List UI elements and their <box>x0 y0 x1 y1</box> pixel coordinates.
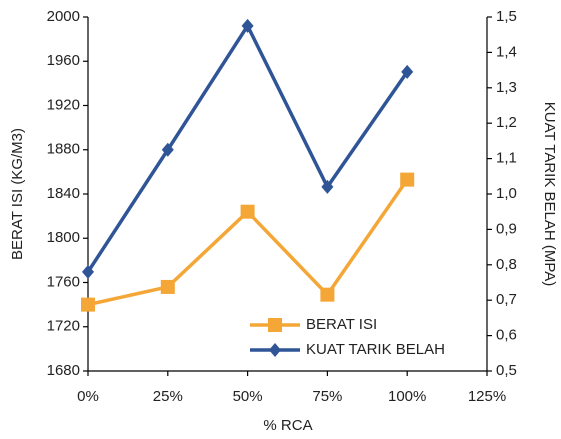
y-tick-label: 1680 <box>47 362 80 379</box>
y-tick-label: 1800 <box>47 229 80 246</box>
y-tick-label: 1720 <box>47 318 80 335</box>
data-point <box>400 172 415 187</box>
x-axis-title: % RCA <box>263 417 312 434</box>
data-point <box>160 279 175 294</box>
y2-tick-label: 1,2 <box>496 114 517 131</box>
x-tick-label: 25% <box>153 388 183 405</box>
x-tick-label: 100% <box>388 388 426 405</box>
y2-tick-label: 0,9 <box>496 220 517 237</box>
y-tick-label: 1760 <box>47 273 80 290</box>
x-tick-label: 125% <box>468 388 506 405</box>
y-tick-label: 1920 <box>47 96 80 113</box>
y2-tick-label: 0,8 <box>496 256 517 273</box>
legend-marker <box>268 318 282 332</box>
data-point <box>321 179 334 194</box>
y2-tick-label: 0,5 <box>496 362 517 379</box>
y2-tick-label: 1,1 <box>496 150 517 167</box>
y2-tick-label: 1,3 <box>496 79 517 96</box>
data-point <box>320 287 335 302</box>
y-axis-title: BERAT ISI (KG/M3) <box>9 128 26 260</box>
data-point <box>241 18 254 33</box>
y-tick-label: 1960 <box>47 52 80 69</box>
y2-tick-label: 1,0 <box>496 185 517 202</box>
data-point <box>81 297 95 312</box>
y2-tick-label: 0,6 <box>496 327 517 344</box>
series-line <box>86 22 409 273</box>
x-tick-label: 50% <box>233 388 263 405</box>
legend-marker <box>269 343 281 357</box>
y2-tick-label: 1,5 <box>496 8 517 25</box>
y2-tick-label: 0,7 <box>496 291 517 308</box>
y-tick-label: 2000 <box>47 8 80 25</box>
data-point <box>82 264 94 279</box>
legend-label: BERAT ISI <box>306 316 377 333</box>
data-point <box>401 64 414 79</box>
data-point <box>240 204 255 219</box>
y2-tick-label: 1,4 <box>496 43 517 60</box>
x-tick-label: 75% <box>312 388 342 405</box>
legend-label: KUAT TARIK BELAH <box>306 341 445 358</box>
y-tick-label: 1840 <box>47 185 80 202</box>
x-tick-label: 0% <box>77 388 99 405</box>
y-tick-label: 1880 <box>47 141 80 158</box>
y2-axis-title: KUAT TARIK BELAH (MPA) <box>541 102 558 286</box>
data-point <box>161 142 174 157</box>
